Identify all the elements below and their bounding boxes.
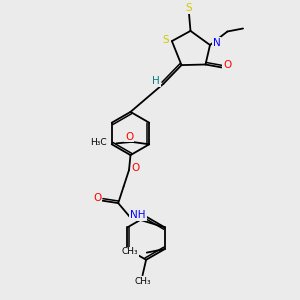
Text: S: S — [162, 34, 169, 45]
Text: O: O — [93, 193, 101, 203]
Text: N: N — [213, 38, 220, 48]
Text: CH₃: CH₃ — [135, 277, 152, 286]
Text: S: S — [186, 3, 192, 13]
Text: O: O — [125, 131, 134, 142]
Text: NH: NH — [130, 210, 146, 220]
Text: O: O — [223, 60, 232, 70]
Text: H₃C: H₃C — [91, 138, 107, 147]
Text: H: H — [152, 76, 160, 86]
Text: CH₃: CH₃ — [122, 248, 138, 256]
Text: O: O — [131, 163, 140, 173]
